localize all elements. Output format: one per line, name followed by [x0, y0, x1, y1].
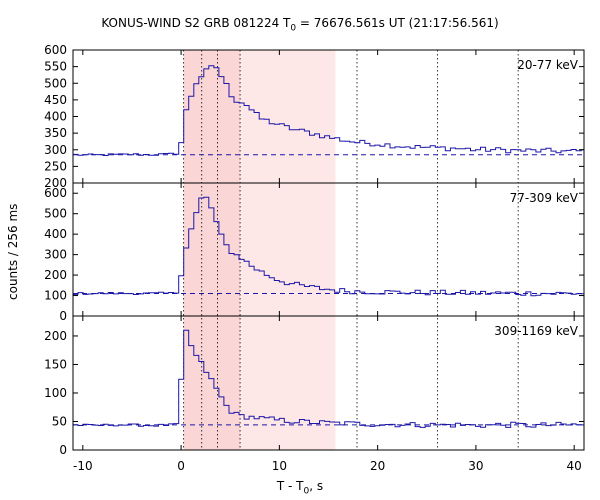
y-axis-label: counts / 256 ms [6, 203, 20, 300]
y-tick-label-3-3: 150 [44, 357, 67, 371]
y-tick-label-2-6: 600 [44, 186, 67, 200]
shaded-interval-2 [240, 50, 336, 450]
y-tick-label-1-0: 200 [44, 176, 67, 190]
y-tick-label-2-5: 500 [44, 207, 67, 221]
y-tick-label-1-1: 250 [44, 159, 67, 173]
chart-title: KONUS-WIND S2 GRB 081224 T0 = 76676.561s… [101, 16, 499, 34]
y-tick-label-1-2: 300 [44, 143, 67, 157]
y-tick-label-1-5: 450 [44, 93, 67, 107]
y-tick-label-1-7: 550 [44, 60, 67, 74]
x-tick-label-0: -10 [73, 459, 93, 473]
panel-energy-label-3: 309-1169 keV [494, 324, 578, 338]
light-curve-1 [73, 65, 584, 156]
y-tick-label-1-3: 350 [44, 126, 67, 140]
x-tick-label-3: 20 [370, 459, 385, 473]
y-tick-label-2-2: 200 [44, 268, 67, 282]
panel-frame-3 [72, 315, 585, 451]
y-tick-label-1-6: 500 [44, 76, 67, 90]
y-tick-label-1-4: 400 [44, 110, 67, 124]
x-axis-label: T - T0, s [276, 479, 324, 497]
x-tick-label-1: 0 [177, 459, 185, 473]
x-tick-label-2: 10 [272, 459, 287, 473]
x-tick-label-4: 30 [468, 459, 483, 473]
shaded-interval-1 [183, 50, 241, 450]
y-tick-label-2-4: 400 [44, 227, 67, 241]
y-tick-label-2-1: 100 [44, 289, 67, 303]
y-tick-label-2-3: 300 [44, 248, 67, 262]
y-tick-label-1-8: 600 [44, 43, 67, 57]
x-tick-label-5: 40 [567, 459, 582, 473]
light-curve-2 [73, 196, 584, 297]
y-tick-label-3-4: 200 [44, 329, 67, 343]
y-tick-label-3-1: 50 [52, 414, 67, 428]
y-tick-label-3-2: 100 [44, 386, 67, 400]
panel-energy-label-2: 77-309 keV [510, 191, 579, 205]
y-tick-label-3-0: 0 [59, 443, 67, 457]
y-tick-label-2-0: 0 [59, 309, 67, 323]
light-curve-3 [73, 329, 584, 428]
panel-energy-label-1: 20-77 keV [517, 58, 579, 72]
